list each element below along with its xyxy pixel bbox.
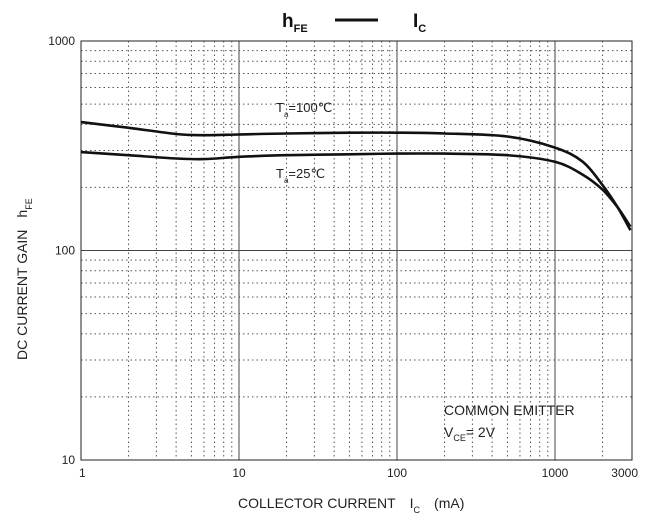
series-line-25c: [80, 150, 632, 228]
y-tick-label: 10: [62, 453, 76, 467]
x-axis-label: COLLECTOR CURRENT IC (mA): [238, 495, 464, 515]
series-lines: [80, 120, 632, 231]
chart-title-ic: IC: [413, 11, 426, 35]
minor-gridlines: [81, 41, 632, 460]
x-tick-label: 3000: [611, 466, 638, 480]
chart-title-hfe: hFE: [282, 11, 308, 35]
series-label-25c: Ta=25℃: [276, 166, 325, 185]
x-tick-labels: 1 10 100 1000 3000: [79, 466, 638, 480]
major-gridlines: [81, 41, 632, 460]
series-line-100c: [80, 120, 632, 231]
x-tick-label: 10: [232, 466, 246, 480]
x-tick-label: 100: [387, 466, 407, 480]
plot-frame: [80, 40, 633, 461]
y-tick-label: 100: [55, 244, 75, 258]
y-tick-labels: 10 100 1000: [48, 34, 75, 467]
x-tick-label: 1: [79, 466, 86, 480]
annotation-common-emitter: COMMON EMITTER: [444, 402, 575, 418]
y-tick-label: 1000: [48, 34, 75, 48]
series-label-100c: Ta=100℃: [276, 100, 332, 119]
y-axis-label: DC CURRENT GAINhFE: [14, 198, 34, 360]
annotation-vce: VCE= 2V: [444, 424, 496, 443]
x-tick-label: 1000: [542, 466, 569, 480]
